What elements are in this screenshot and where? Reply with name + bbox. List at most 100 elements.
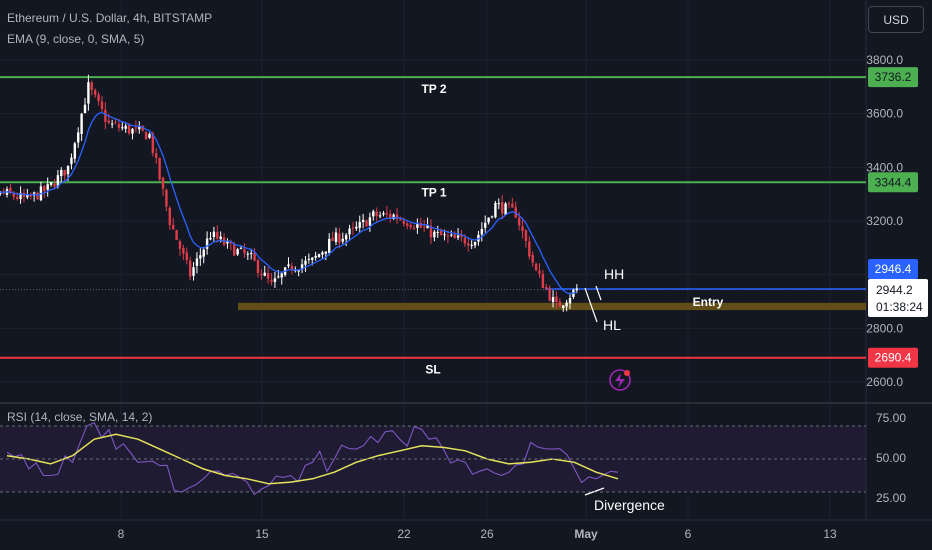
candle-body (389, 213, 392, 218)
candle-body (100, 101, 104, 110)
candle-body (361, 219, 365, 223)
candle-body (219, 236, 222, 240)
candle-body (216, 231, 219, 239)
candle-body (97, 94, 100, 101)
candle-body (56, 175, 60, 187)
time-axis-label: 22 (397, 527, 411, 541)
candle-body (538, 270, 541, 274)
candle-body (548, 288, 551, 301)
rsi-axis-label: 25.00 (876, 491, 906, 505)
candle-body (429, 225, 433, 238)
candle-body (270, 279, 273, 282)
candle-body (311, 257, 314, 260)
candle-body (290, 265, 294, 271)
candle-body (83, 104, 87, 114)
candle-body (127, 125, 131, 134)
divergence-label: Divergence (594, 497, 665, 513)
candle-body (480, 228, 484, 235)
candle-body (568, 298, 572, 304)
candle-body (351, 227, 355, 229)
price-axis[interactable]: 3800.0 3600.0 3400.0 3200.0 2800.0 2600.0 (866, 53, 903, 389)
candle-body (378, 215, 382, 217)
candle-body (131, 128, 134, 134)
candle-body (348, 228, 351, 235)
current-price-text: 2946.4 (875, 262, 912, 276)
candle-body (273, 278, 277, 282)
candle-body (467, 243, 470, 246)
candle-body (321, 252, 324, 255)
sl-label: SL (425, 363, 440, 377)
last-price-badge (868, 279, 928, 317)
candle-body (412, 228, 416, 230)
rsi-axis-label: 50.00 (876, 451, 906, 465)
candle-body (307, 258, 311, 260)
candle-body (433, 231, 436, 238)
candle-body (192, 267, 195, 276)
time-axis[interactable]: 8 15 22 26 May 6 13 (118, 527, 837, 541)
candle-body (138, 126, 141, 130)
hl-line (584, 287, 598, 323)
current-price-badge (868, 259, 918, 279)
candle-body (314, 255, 317, 258)
candle-body (121, 127, 124, 129)
candle-body (531, 254, 534, 263)
entry-zone[interactable] (238, 302, 866, 311)
candle-body (562, 305, 565, 308)
candle-body (473, 241, 477, 246)
candle-body (151, 133, 155, 154)
rsi-pane (0, 421, 866, 496)
hl-label: HL (603, 317, 621, 333)
tp2-label: TP 2 (421, 82, 446, 96)
lightning-alert-icon[interactable] (609, 369, 631, 391)
candle-body (297, 270, 300, 272)
candle-body (287, 264, 290, 267)
candle-body (355, 226, 358, 229)
candle-body (443, 234, 446, 236)
rsi-axis[interactable]: 75.00 50.00 25.00 (876, 411, 906, 505)
time-axis-label: 13 (823, 527, 837, 541)
bar-countdown: 01:38:24 (876, 300, 923, 314)
entry-label: Entry (693, 295, 724, 309)
candle-body (487, 217, 490, 223)
candle-body (70, 157, 73, 165)
candle-body (382, 213, 385, 215)
candle-body (304, 260, 307, 265)
rsi-legend[interactable]: RSI (14, close, SMA, 14, 2) (7, 410, 153, 424)
candle-body (233, 244, 236, 256)
candle-body (517, 217, 521, 226)
candle-body (9, 187, 12, 194)
last-price-text: 2944.2 (876, 283, 913, 297)
candle-body (205, 238, 209, 249)
candle-body (344, 234, 348, 240)
tp2-price-badge (868, 67, 918, 88)
candle-body (178, 241, 182, 249)
price-axis-label: 2600.0 (866, 375, 903, 389)
rsi-ma-line (6, 433, 619, 485)
candle-body (280, 273, 283, 278)
candle-body (395, 214, 399, 219)
candle-body (202, 249, 205, 257)
candle-body (236, 249, 239, 255)
candle-body (90, 82, 93, 90)
candle-body (334, 232, 338, 242)
time-axis-label: 15 (255, 527, 269, 541)
candle-body (114, 122, 117, 124)
candle-body (541, 273, 545, 289)
candle-body (341, 238, 344, 242)
candle-body (439, 230, 443, 236)
hh-line (595, 285, 602, 301)
symbol-title[interactable]: Ethereum / U.S. Dollar, 4h, BITSTAMP (7, 11, 213, 25)
currency-button[interactable]: USD (868, 6, 924, 33)
candle-body (358, 221, 361, 228)
candle-body (141, 125, 144, 131)
candle-body (558, 301, 562, 307)
candle-body (365, 220, 368, 227)
candle-body (484, 222, 487, 228)
candle-body (460, 233, 463, 237)
ema-legend[interactable]: EMA (9, close, 0, SMA, 5) (7, 32, 145, 46)
candle-body (494, 202, 497, 218)
candle-body (555, 296, 558, 303)
price-axis-label: 3400.0 (866, 160, 903, 174)
ema-line (0, 111, 577, 295)
